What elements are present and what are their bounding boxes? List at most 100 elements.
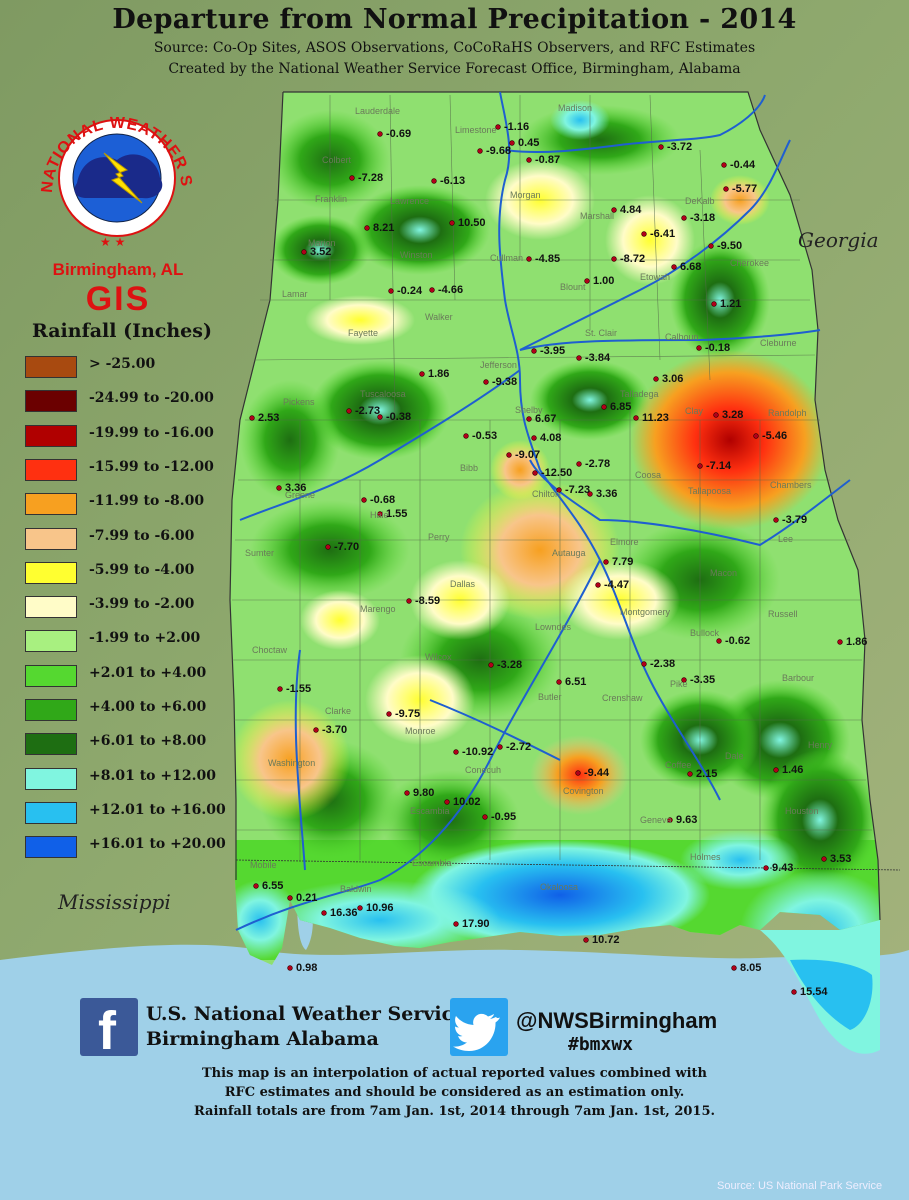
legend-swatch <box>25 767 77 790</box>
legend-swatch <box>25 596 77 619</box>
county-label: Monroe <box>405 726 436 736</box>
station-value: 6.55 <box>262 880 284 892</box>
state-label-mississippi: Mississippi <box>58 890 171 914</box>
station-marker <box>671 264 677 270</box>
station-marker <box>753 433 759 439</box>
county-label: Conecuh <box>465 765 502 775</box>
legend-label: +8.01 to +12.00 <box>89 767 216 784</box>
station-value: 1.86 <box>428 368 450 380</box>
station-value: 3.52 <box>310 246 332 258</box>
county-label: Okaloosa <box>540 882 579 892</box>
county-label: Tallapoosa <box>688 486 732 496</box>
county-label: Geneva <box>640 815 672 825</box>
station-value: 1.21 <box>720 298 742 310</box>
twitter-icon[interactable] <box>450 998 508 1056</box>
station-value: -3.28 <box>497 659 523 671</box>
legend-label: > -25.00 <box>89 356 156 372</box>
county-label: Lowndes <box>535 622 572 632</box>
station-marker <box>681 677 687 683</box>
station-value: -0.95 <box>491 811 517 823</box>
station-marker <box>287 895 293 901</box>
station-value: 1.86 <box>846 636 868 648</box>
county-label: Elmore <box>610 537 639 547</box>
station-marker <box>364 225 370 231</box>
legend-swatch <box>25 699 77 721</box>
county-label: Chilton <box>532 489 561 499</box>
station-value: 1.55 <box>386 508 408 520</box>
legend-item: -24.99 to -20.00 <box>25 386 235 416</box>
county-label: Talladega <box>620 389 659 399</box>
facebook-icon[interactable]: f <box>80 998 138 1061</box>
station-marker <box>277 686 283 692</box>
county-label: Chambers <box>770 480 812 490</box>
station-value: -0.62 <box>725 635 751 647</box>
station-value: -12.50 <box>541 467 573 479</box>
legend-label: -15.99 to -12.00 <box>89 458 214 475</box>
county-label: Lawrence <box>390 196 430 206</box>
station-marker <box>531 435 537 441</box>
station-value: 11.23 <box>642 412 669 424</box>
station-value: 9.63 <box>676 814 698 826</box>
station-marker <box>575 770 581 776</box>
county-label: Dale <box>725 751 744 761</box>
legend-item: -1.99 to +2.00 <box>25 626 235 656</box>
county-label: Coffee <box>665 760 692 770</box>
county-label: Lee <box>778 534 794 544</box>
county-label: Bullock <box>690 628 720 638</box>
station-marker <box>556 487 562 493</box>
station-value: 10.50 <box>458 217 486 229</box>
station-marker <box>526 416 532 422</box>
station-value: -1.16 <box>504 121 530 133</box>
legend-swatch <box>25 527 77 550</box>
county-label: Fayette <box>348 328 379 338</box>
county-label: DeKalb <box>685 196 715 206</box>
county-label: Lamar <box>282 289 308 299</box>
station-marker <box>477 148 483 154</box>
legend-item: -19.99 to -16.00 <box>25 421 235 451</box>
station-value: -7.14 <box>706 460 732 472</box>
county-label: Shelby <box>515 405 543 415</box>
station-value: 10.02 <box>453 796 481 808</box>
station-value: 3.28 <box>722 409 744 421</box>
station-value: 8.21 <box>373 222 395 234</box>
station-value: -1.55 <box>286 683 312 695</box>
twitter-handle[interactable]: @NWSBirmingham <box>516 1008 718 1033</box>
county-lines <box>232 94 872 860</box>
legend-label: +6.01 to +8.00 <box>89 733 207 750</box>
legend-label: -1.99 to +2.00 <box>89 630 201 647</box>
station-value: -0.24 <box>397 285 423 297</box>
county-label: Covington <box>563 786 604 796</box>
station-value: -10.92 <box>462 746 494 758</box>
station-marker <box>287 965 293 971</box>
county-label: Wilcox <box>425 652 452 662</box>
station-value: 1.00 <box>593 275 615 287</box>
station-value: -7.23 <box>565 484 591 496</box>
station-value: 0.21 <box>296 892 318 904</box>
map-credit: Source: US National Park Service <box>717 1180 883 1192</box>
county-label: Greene <box>285 490 316 500</box>
station-value: -0.87 <box>535 154 561 166</box>
station-value: -3.72 <box>667 141 693 153</box>
station-marker <box>556 679 562 685</box>
station-marker <box>276 485 282 491</box>
station-marker <box>603 559 609 565</box>
station-value: -8.59 <box>415 595 441 607</box>
station-marker <box>249 415 255 421</box>
station-value: 1.46 <box>782 764 804 776</box>
station-marker <box>653 376 659 382</box>
station-marker <box>576 461 582 467</box>
gulf-water <box>0 944 909 1200</box>
county-label: Jefferson <box>480 360 517 370</box>
station-value: -2.38 <box>650 658 676 670</box>
station-marker <box>531 348 537 354</box>
county-label: Escambia <box>410 806 450 816</box>
station-marker <box>388 288 394 294</box>
state-border <box>283 91 881 921</box>
station-marker <box>713 412 719 418</box>
station-value: -9.75 <box>395 708 421 720</box>
station-value: -4.66 <box>438 284 464 296</box>
station-marker <box>633 415 639 421</box>
county-label: Hale <box>370 510 389 520</box>
station-value: 6.85 <box>610 401 632 413</box>
twitter-hashtag[interactable]: #bmxwx <box>568 1034 634 1055</box>
